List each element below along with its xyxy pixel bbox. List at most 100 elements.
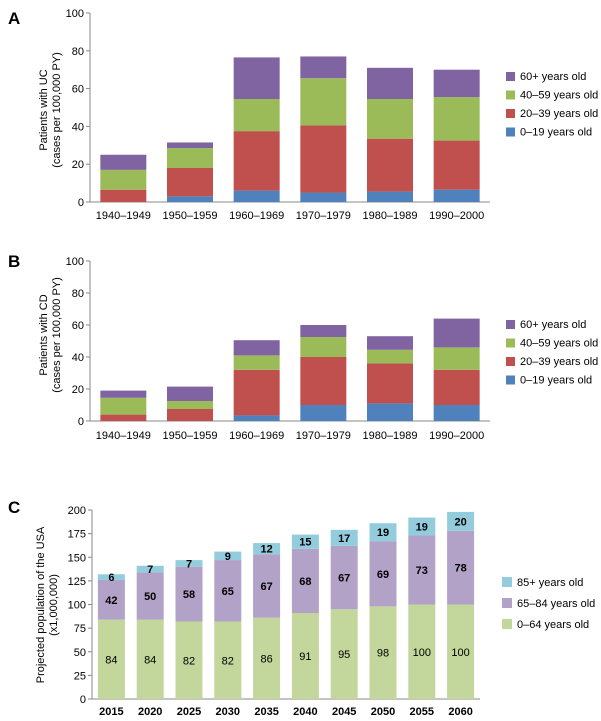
bar-segment — [447, 530, 475, 605]
y-tick-label: 80 — [72, 288, 84, 300]
data-label: 100 — [451, 647, 469, 659]
bar-segment — [367, 363, 413, 404]
data-label: 9 — [225, 551, 231, 563]
y-axis-title: Patients with CD(cases per 100,000 PY) — [38, 277, 63, 393]
data-label: 7 — [147, 564, 153, 576]
bar-segment — [291, 534, 319, 549]
bar-segment — [300, 337, 347, 357]
bar-segment — [300, 192, 347, 202]
bar-segment — [367, 98, 413, 139]
bar-segment — [100, 154, 147, 170]
legend-swatch — [506, 109, 515, 118]
legend-label: 40–59 years old — [520, 338, 598, 350]
data-label: 86 — [260, 653, 272, 665]
legend-label: 0–19 years old — [520, 127, 592, 139]
chart-panel-c: C Projected population of the USA(x1,000,… — [8, 498, 595, 718]
y-axis-title: Patients with UC(cases per 100,000 PY) — [38, 52, 63, 168]
x-tick-label: 2050 — [371, 706, 395, 718]
bar-segment — [233, 57, 280, 99]
x-tick-label: 1990–2000 — [429, 430, 484, 442]
y-axis-title-line2: (x1,000,000) — [48, 574, 60, 636]
bar-segment — [433, 347, 480, 370]
data-label: 67 — [338, 573, 350, 585]
panel-label-c: C — [8, 498, 20, 517]
bar-segment — [447, 511, 475, 531]
y-tick-label: 100 — [66, 256, 84, 268]
bar-segment — [433, 318, 480, 348]
y-tick-label: 60 — [72, 320, 84, 332]
bar-segment — [408, 535, 436, 605]
bar-segment — [447, 604, 475, 699]
x-tick-label: 2030 — [216, 706, 240, 718]
chart-panel-a: A Patients with UC(cases per 100,000 PY) 0… — [8, 8, 598, 222]
bar-segment — [367, 138, 413, 192]
x-tick-label: 1990–2000 — [429, 210, 484, 222]
y-tick-label: 100 — [68, 600, 86, 612]
y-tick-label: 200 — [68, 505, 86, 517]
panel-label-a: A — [8, 9, 20, 28]
bar-segment — [233, 131, 280, 191]
bar-segment — [136, 565, 164, 573]
data-label: 98 — [377, 648, 389, 660]
data-label: 82 — [222, 655, 234, 667]
bar-segment — [100, 189, 147, 202]
x-tick-label: 2035 — [254, 706, 278, 718]
legend: 85+ years old 65–84 years old 0–64 years o… — [502, 577, 595, 631]
bar-segment — [175, 621, 203, 699]
x-tick-label: 1940–1949 — [96, 430, 151, 442]
data-label: 15 — [299, 537, 311, 549]
bar-segment — [330, 545, 358, 610]
data-label: 20 — [454, 516, 466, 528]
x-tick-label: 1970–1979 — [296, 430, 351, 442]
legend-swatch — [506, 320, 515, 329]
legend-label: 60+ years old — [520, 71, 586, 83]
legend: 60+ years old 40–59 years old 20–39 years … — [506, 319, 598, 387]
data-label: 6 — [108, 572, 114, 584]
x-tick-label: 1950–1959 — [162, 210, 217, 222]
bar-segment — [233, 415, 280, 421]
data-label: 65 — [222, 586, 234, 598]
legend-swatch — [506, 72, 515, 81]
bar-segment — [369, 606, 397, 699]
bar-segment — [433, 97, 480, 141]
bar-segment — [367, 67, 413, 99]
data-label: 58 — [183, 589, 195, 601]
bar-segment — [97, 574, 125, 580]
bar-segment — [175, 566, 203, 622]
data-label: 100 — [413, 647, 431, 659]
bar-segment — [369, 523, 397, 542]
legend-label: 0–64 years old — [517, 619, 589, 631]
chart-panel-b: B Patients with CD(cases per 100,000 PY) 0… — [8, 252, 598, 442]
legend-swatch — [506, 375, 515, 385]
legend-swatch — [506, 338, 515, 348]
legend-label: 20–39 years old — [520, 108, 598, 120]
x-tick-label: 1980–1989 — [362, 210, 417, 222]
data-label: 91 — [299, 651, 311, 663]
bar-segment — [367, 191, 413, 202]
bar-segment — [433, 405, 480, 421]
bar-segment — [408, 604, 436, 699]
bar-segment — [167, 142, 213, 149]
legend-label: 85+ years old — [517, 577, 583, 589]
bar-segment — [233, 369, 280, 416]
y-tick-label: 75 — [74, 623, 86, 635]
y-axis-title-line1: Projected population of the USA — [35, 526, 47, 683]
y-tick-label: 150 — [68, 552, 86, 564]
bar-segment — [300, 325, 347, 337]
x-tick-label: 2045 — [332, 706, 356, 718]
bar-segment — [330, 609, 358, 699]
bar-segment — [253, 617, 281, 699]
y-tick-label: 20 — [72, 159, 84, 171]
y-tick-label: 125 — [68, 576, 86, 588]
bar-segment — [367, 403, 413, 421]
data-label: 12 — [260, 544, 272, 556]
bar-segment — [136, 619, 164, 699]
y-axis-title: Projected population of the USA(x1,000,0… — [35, 526, 60, 683]
bar-segment — [300, 56, 347, 79]
bar-segment — [233, 340, 280, 356]
y-tick-label: 80 — [72, 46, 84, 58]
x-tick-label: 2025 — [177, 706, 201, 718]
legend-label: 40–59 years old — [520, 90, 598, 102]
bar-segment — [167, 409, 213, 421]
bar-segment — [214, 551, 242, 561]
